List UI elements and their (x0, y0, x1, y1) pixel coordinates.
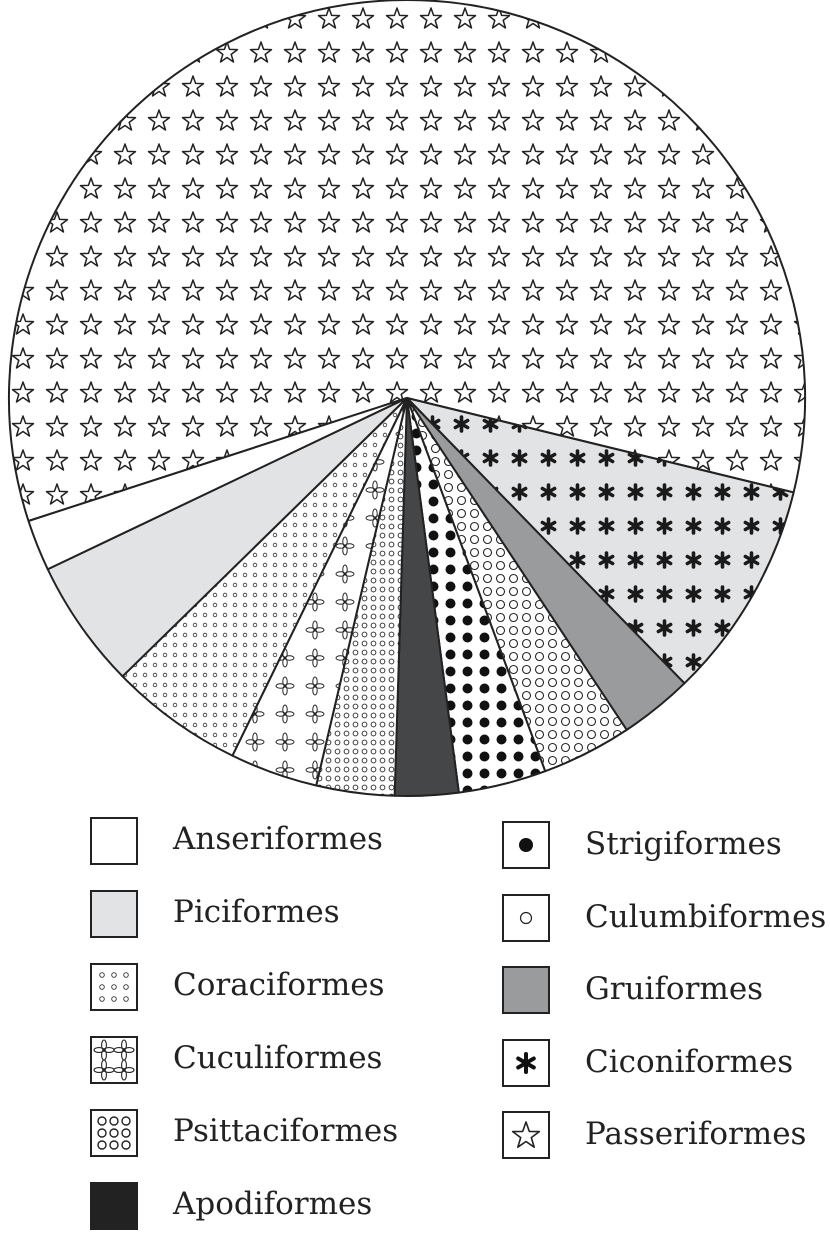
pie-chart (8, 0, 806, 797)
swatch-plain-white (90, 817, 138, 865)
legend-label: Passeriformes (585, 1116, 807, 1152)
legend-label: Ciconiformes (585, 1043, 794, 1080)
swatch-tiny-circles (90, 963, 138, 1011)
swatch-open-circle (502, 893, 550, 942)
legend-label: Cuculiformes (173, 1040, 383, 1076)
legend-label: Culumbiformes (585, 898, 827, 935)
pie-slices (8, 0, 806, 797)
swatch-dot (502, 821, 550, 869)
legend-label: Coraciformes (173, 967, 385, 1003)
swatch-small-circles (90, 1109, 138, 1157)
legend-label: Gruiformes (585, 971, 764, 1007)
swatch-light-gray (90, 890, 138, 938)
swatch-flowers (90, 1036, 138, 1084)
swatch-star (502, 1111, 550, 1159)
slice-coraciformes (121, 397, 408, 757)
legend-label: Psittaciformes (173, 1113, 399, 1149)
slice-passeriformes (8, 0, 806, 522)
legend-label: Piciformes (173, 894, 340, 930)
swatch-asterisk (502, 1038, 550, 1087)
legend-label: Strigiformes (585, 826, 782, 862)
legend-label: Apodiformes (173, 1186, 373, 1222)
slice-ciconiformes (406, 397, 795, 685)
swatch-gray (502, 966, 550, 1014)
slice-anseriformes (27, 397, 408, 571)
swatch-black (90, 1182, 138, 1230)
legend-label: Anseriformes (173, 821, 383, 857)
